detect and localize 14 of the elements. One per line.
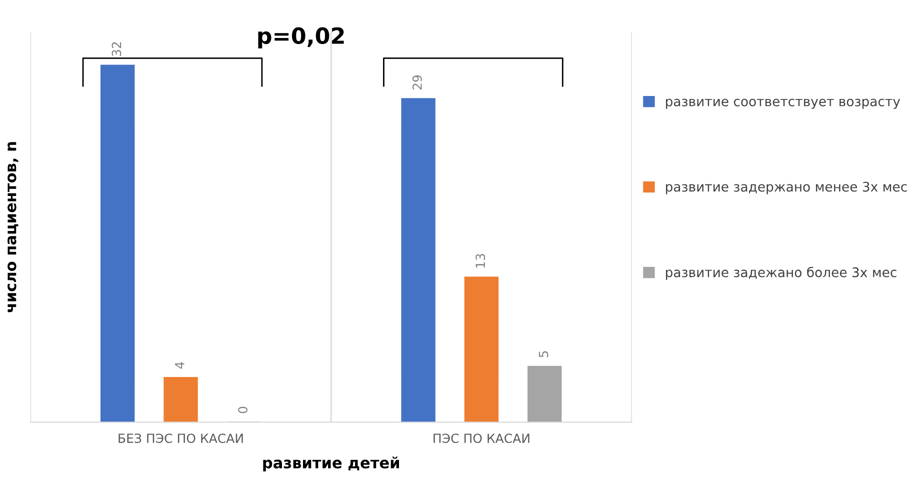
data-label: 5 (538, 351, 548, 358)
legend-label: развитие задержано менее 3х мес (666, 182, 907, 194)
x-axis-title: развитие детей (263, 456, 399, 472)
x-tick-label: БЕЗ ПЭС ПО КАСАИ (118, 434, 243, 444)
data-label: 29 (412, 75, 422, 90)
data-label: 0 (238, 406, 248, 414)
annotation: p=0,02 (258, 27, 344, 48)
x-tick-label: ПЭС ПО КАСАИ (434, 434, 530, 444)
legend-label: развитие соответствует возрасту (666, 98, 900, 109)
data-label: 32 (112, 42, 122, 56)
legend-label: развитие задежано более 3х мес (666, 266, 896, 280)
data-label: 4 (175, 362, 184, 369)
y-axis-title: число пациентов, n (8, 142, 18, 312)
data-label: 13 (476, 254, 486, 268)
